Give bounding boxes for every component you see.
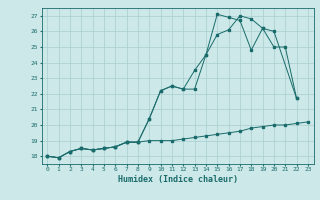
X-axis label: Humidex (Indice chaleur): Humidex (Indice chaleur): [118, 175, 237, 184]
